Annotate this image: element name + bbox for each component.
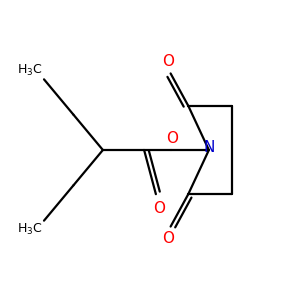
- Text: O: O: [162, 231, 174, 246]
- Text: $\mathregular{H_3C}$: $\mathregular{H_3C}$: [17, 63, 43, 78]
- Text: O: O: [166, 131, 178, 146]
- Text: $\mathregular{H_3C}$: $\mathregular{H_3C}$: [17, 222, 43, 237]
- Text: N: N: [203, 140, 214, 154]
- Text: O: O: [162, 54, 174, 69]
- Text: O: O: [153, 201, 165, 216]
